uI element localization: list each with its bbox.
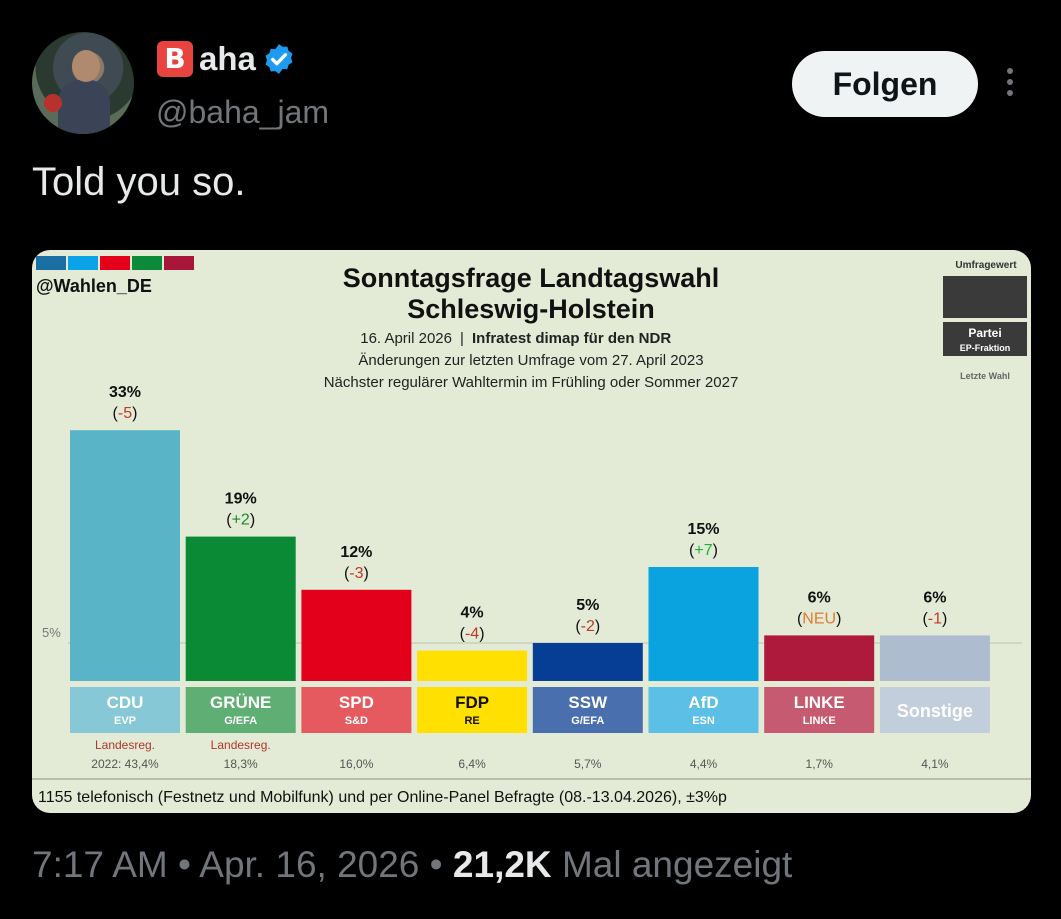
header-color-strip — [164, 256, 194, 270]
government-note-label: Landesreg. — [95, 738, 155, 752]
party-name-label: SSW — [568, 693, 608, 712]
avatar-figure-body — [58, 80, 110, 134]
chart-title-line2: Schleswig-Holstein — [407, 294, 655, 324]
last-election-value: 4,1% — [921, 757, 949, 771]
chart-date-separator: | — [460, 330, 464, 347]
avatar-paddle — [44, 94, 62, 112]
last-election-value: 5,7% — [574, 757, 602, 771]
author-name-row[interactable]: B aha — [157, 36, 296, 82]
party-box-ssw — [532, 687, 643, 733]
bar-fdp — [417, 650, 528, 681]
bar-value-label: 6% — [923, 589, 946, 606]
author-handle[interactable]: @baha_jam — [156, 94, 330, 130]
chart-subtitle2: Nächster regulärer Wahltermin im Frühlin… — [324, 374, 739, 391]
bar-sonstige — [879, 635, 990, 681]
header-color-strip — [36, 256, 66, 270]
last-election-value: 18,3% — [224, 757, 258, 771]
party-name-label: GRÜNE — [210, 693, 271, 712]
bar-change-label: (-4) — [460, 626, 485, 643]
author-display-name[interactable]: aha — [199, 40, 256, 77]
legend-party-label: Partei — [968, 326, 1001, 340]
last-election-value: 16,0% — [339, 757, 373, 771]
follow-button[interactable]: Folgen — [792, 51, 978, 117]
view-count: 21,2K — [452, 844, 552, 885]
party-fraction-label: LINKE — [803, 715, 836, 727]
bar-change-label: (NEU) — [797, 610, 841, 627]
party-name-label: AfD — [688, 693, 718, 712]
legend-value-label: Umfragewert — [955, 260, 1017, 271]
party-box-afd — [648, 687, 759, 733]
legend-party-box — [943, 322, 1027, 356]
legend-last-election-label: Letzte Wahl — [960, 371, 1010, 381]
threshold-label: 5% — [42, 625, 61, 640]
tweet-text: Told you so. — [32, 160, 246, 204]
party-box-grüne — [185, 687, 296, 733]
tweet-date[interactable]: Apr. 16, 2026 — [199, 844, 420, 885]
bar-cdu — [70, 430, 180, 681]
legend-fraction-label: EP-Fraktion — [960, 343, 1011, 353]
chart-date: 16. April 2026 — [360, 330, 452, 347]
meta-separator: • — [429, 844, 443, 885]
party-fraction-label: S&D — [345, 715, 368, 727]
bar-change-label: (-3) — [344, 565, 369, 582]
chart-footer-note: 1155 telefonisch (Festnetz und Mobilfunk… — [38, 789, 727, 806]
bar-value-label: 19% — [225, 491, 257, 508]
view-count-label: Mal angezeigt — [561, 844, 793, 885]
chart-subtitle1: Änderungen zur letzten Umfrage vom 27. A… — [358, 352, 703, 369]
party-box-linke — [764, 687, 875, 733]
party-fraction-label: ESN — [692, 715, 715, 727]
more-options-icon[interactable] — [1000, 64, 1020, 104]
bar-linke — [764, 635, 875, 681]
party-name-label: Sonstige — [897, 701, 973, 721]
party-box-fdp — [417, 687, 528, 733]
bar-change-label: (+2) — [226, 512, 255, 529]
header-color-strip — [100, 256, 130, 270]
last-election-value: 2022: 43,4% — [91, 757, 159, 771]
party-box-cdu — [70, 687, 180, 733]
verified-badge-icon — [265, 44, 293, 74]
tweet-time[interactable]: 7:17 AM — [32, 844, 168, 885]
watermark-label: @Wahlen_DE — [36, 276, 152, 296]
last-election-value: 4,4% — [690, 757, 718, 771]
bar-grüne — [185, 536, 296, 681]
party-fraction-label: G/EFA — [571, 715, 604, 727]
party-box-spd — [301, 687, 412, 733]
avatar[interactable] — [32, 32, 134, 134]
bar-change-label: (-2) — [575, 618, 600, 635]
bar-change-label: (-1) — [922, 610, 947, 627]
bar-spd — [301, 589, 412, 681]
meta-separator: • — [178, 844, 192, 885]
government-note-label: Landesreg. — [211, 738, 271, 752]
header-color-strip — [132, 256, 162, 270]
bar-change-label: (-5) — [113, 405, 138, 422]
party-fraction-label: EVP — [114, 715, 136, 727]
last-election-value: 6,4% — [458, 757, 486, 771]
party-name-label: FDP — [455, 693, 489, 712]
bar-value-label: 6% — [808, 589, 831, 606]
chart-institute: Infratest dimap für den NDR — [472, 330, 671, 347]
bar-value-label: 33% — [109, 384, 141, 401]
party-name-label: LINKE — [794, 693, 845, 712]
bar-value-label: 5% — [576, 597, 599, 614]
bar-ssw — [532, 643, 643, 681]
bar-value-label: 15% — [687, 521, 719, 538]
bar-value-label: 4% — [461, 605, 484, 622]
bar-value-label: 12% — [340, 544, 372, 561]
chart-title-line1: Sonntagsfrage Landtagswahl — [343, 263, 720, 293]
b-emoji-icon: B — [157, 41, 193, 77]
tweet-image-chart[interactable]: @Wahlen_DE Sonntagsfrage Landtagswahl Schl… — [32, 250, 1031, 813]
last-election-value: 1,7% — [806, 757, 834, 771]
party-fraction-label: RE — [464, 715, 479, 727]
bar-afd — [648, 567, 759, 681]
legend-value-box — [943, 276, 1027, 318]
tweet-meta: 7:17 AM • Apr. 16, 2026 • 21,2K Mal ange… — [32, 844, 792, 886]
header-color-strip — [68, 256, 98, 270]
party-box-sonstige — [879, 687, 990, 733]
party-name-label: SPD — [339, 693, 374, 712]
bar-change-label: (+7) — [689, 542, 718, 559]
avatar-figure-head — [72, 50, 100, 82]
party-name-label: CDU — [107, 693, 144, 712]
chart-svg: @Wahlen_DE Sonntagsfrage LandtagswahlSchl… — [32, 256, 1031, 806]
party-fraction-label: G/EFA — [224, 715, 257, 727]
